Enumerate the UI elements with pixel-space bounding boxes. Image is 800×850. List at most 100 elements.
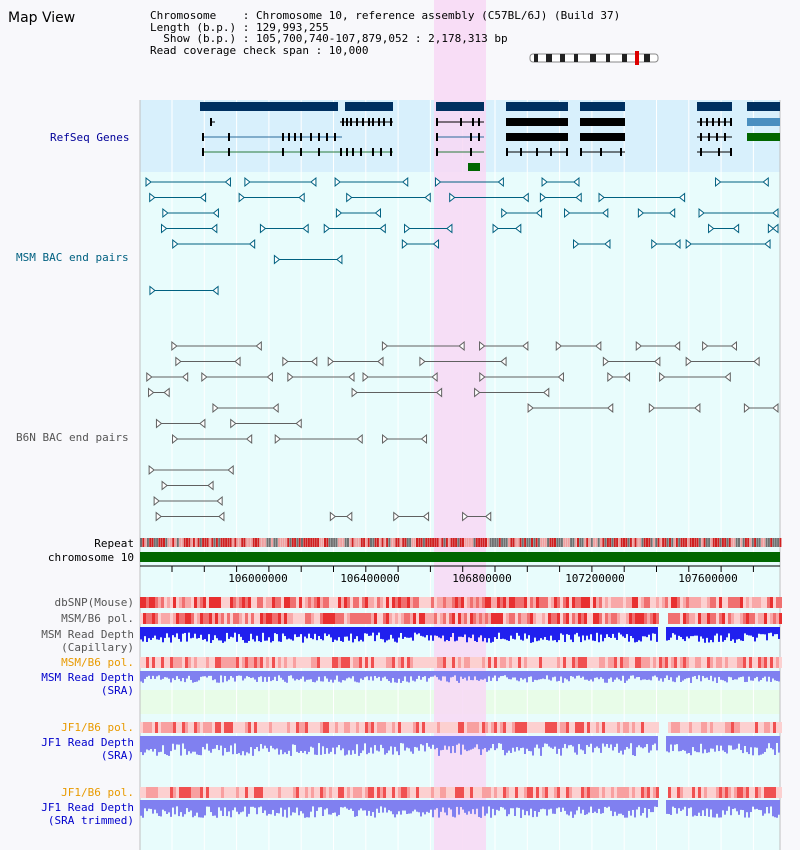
depth-bar	[626, 627, 628, 635]
heat-cell	[611, 613, 614, 624]
heat-cell	[761, 722, 764, 733]
gene-block	[747, 102, 780, 111]
heat-cell	[170, 597, 173, 608]
depth-bar	[238, 800, 240, 815]
depth-bar	[638, 736, 640, 746]
depth-bar	[342, 736, 344, 749]
heat-cell	[470, 597, 473, 608]
track-label-repeat[interactable]: Repeat	[94, 537, 134, 550]
depth-bar	[396, 671, 398, 683]
heat-cell	[473, 657, 476, 668]
depth-bar	[550, 736, 552, 748]
heat-cell	[197, 613, 200, 624]
depth-bar	[514, 671, 516, 678]
jf1-depth-trimmed-bars	[140, 800, 780, 818]
heat-cell	[185, 597, 188, 608]
depth-bar	[272, 627, 274, 642]
depth-bar	[352, 800, 354, 811]
heat-cell	[377, 597, 380, 608]
track-label-msm-depth-sra[interactable]: MSM Read Depth	[41, 671, 134, 684]
track-label-msm-b6-pol-2[interactable]: MSM/B6 pol.	[61, 656, 134, 669]
heat-cell	[353, 722, 356, 733]
depth-bar	[638, 800, 640, 807]
depth-bar	[294, 627, 296, 635]
depth-bar	[174, 800, 176, 815]
depth-bar	[584, 627, 586, 641]
depth-bar	[208, 736, 210, 751]
track-label-dbsnp[interactable]: dbSNP(Mouse)	[54, 596, 134, 609]
heat-cell	[326, 613, 329, 624]
heat-cell	[176, 657, 179, 668]
depth-bar	[644, 800, 646, 808]
heat-cell	[383, 613, 386, 624]
heat-cell	[584, 657, 587, 668]
depth-bar	[168, 627, 170, 638]
depth-bar	[290, 800, 292, 816]
heat-cell	[635, 657, 638, 668]
depth-bar	[354, 671, 356, 682]
depth-bar	[272, 671, 274, 681]
track-label-jf1-depth-trimmed[interactable]: JF1 Read Depth	[41, 801, 134, 814]
track-label-b6n-bac[interactable]: B6N BAC end pairs	[16, 431, 129, 444]
heat-cell	[707, 657, 710, 668]
depth-bar	[390, 736, 392, 747]
depth-bar	[358, 627, 360, 642]
heat-cell	[227, 787, 230, 798]
depth-bar	[660, 671, 662, 679]
track-label-refseq[interactable]: RefSeq Genes	[50, 131, 130, 144]
heat-cell	[185, 787, 188, 798]
heat-cell	[236, 787, 239, 798]
heat-cell	[638, 597, 641, 608]
depth-bar	[288, 671, 290, 676]
repeat-segment	[634, 538, 637, 547]
depth-bar	[198, 736, 200, 755]
depth-bar	[766, 736, 768, 749]
heat-cell	[296, 657, 299, 668]
depth-bar	[304, 627, 306, 637]
heat-cell	[701, 787, 704, 798]
heat-cell	[677, 657, 680, 668]
repeat-segment	[335, 538, 338, 547]
heat-cell	[560, 722, 563, 733]
track-label-msm-b6-pol-1[interactable]: MSM/B6 pol.	[61, 612, 134, 625]
depth-bar	[516, 800, 518, 808]
heat-cell	[395, 613, 398, 624]
heat-cell	[158, 657, 161, 668]
heat-cell	[533, 657, 536, 668]
depth-bar	[168, 736, 170, 756]
track-label-msm-bac[interactable]: MSM BAC end pairs	[16, 251, 129, 264]
depth-bar	[468, 627, 470, 638]
heat-cell	[608, 722, 611, 733]
repeat-segment	[503, 538, 506, 547]
depth-bar	[366, 671, 368, 677]
track-label-msm-depth-capillary[interactable]: MSM Read Depth	[41, 628, 134, 641]
depth-bar	[350, 627, 352, 634]
exon	[228, 133, 230, 141]
heat-cell	[257, 613, 260, 624]
repeat-segment	[418, 538, 421, 547]
heat-cell	[779, 787, 782, 798]
heat-cell	[353, 613, 356, 624]
track-label-jf1-depth-sra[interactable]: JF1 Read Depth	[41, 736, 134, 749]
heat-cell	[455, 722, 458, 733]
repeat-segment	[199, 538, 202, 547]
depth-bar	[204, 800, 206, 816]
depth-bar	[280, 800, 282, 808]
depth-bar	[456, 800, 458, 807]
depth-bar	[232, 627, 234, 638]
track-label-jf1-b6-pol-2[interactable]: JF1/B6 pol.	[61, 786, 134, 799]
track-label-jf1-b6-pol-1[interactable]: JF1/B6 pol.	[61, 721, 134, 734]
depth-bar	[384, 671, 386, 677]
heat-cell	[317, 722, 320, 733]
repeat-segment	[390, 538, 393, 547]
heat-cell	[641, 613, 644, 624]
repeat-segment	[763, 538, 766, 547]
heat-cell	[509, 722, 512, 733]
depth-bar	[166, 800, 168, 815]
heat-cell	[416, 597, 419, 608]
repeat-segment	[195, 538, 198, 547]
exon-block	[580, 133, 625, 141]
heat-cell	[623, 722, 626, 733]
depth-bar	[280, 627, 282, 642]
